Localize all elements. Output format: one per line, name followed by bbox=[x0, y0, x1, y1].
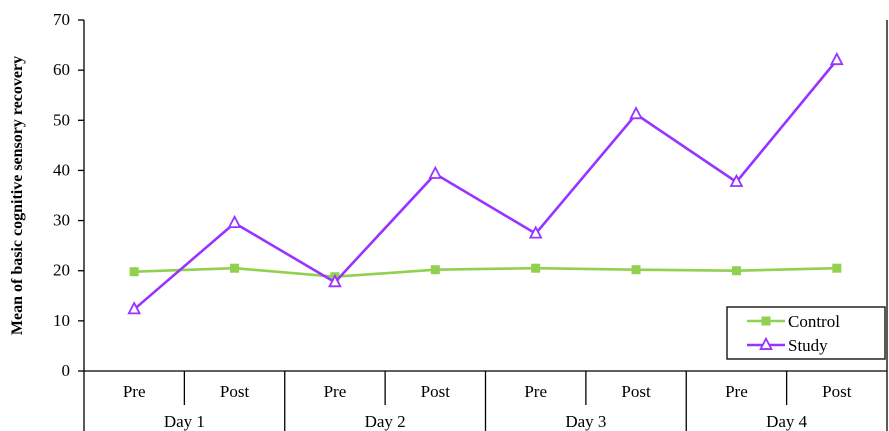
legend-label: Control bbox=[788, 312, 840, 331]
group-label: Day 2 bbox=[365, 412, 406, 431]
y-tick-label: 60 bbox=[53, 60, 70, 79]
legend-box bbox=[726, 306, 886, 360]
category-label: Post bbox=[621, 382, 651, 401]
data-point bbox=[528, 225, 543, 239]
legend-marker bbox=[761, 316, 771, 326]
legend: Control Study bbox=[726, 306, 886, 360]
legend-label: Study bbox=[788, 336, 828, 355]
y-tick-label: 10 bbox=[53, 311, 70, 330]
category-label: Post bbox=[421, 382, 451, 401]
category-label: Post bbox=[220, 382, 250, 401]
data-point bbox=[129, 267, 139, 277]
data-point bbox=[127, 301, 142, 315]
category-label: Pre bbox=[123, 382, 146, 401]
category-axis-table: Pre Post Pre Post Pre Post Pre Post Day 1 Day 2 Da… bbox=[83, 371, 888, 431]
data-point bbox=[227, 214, 242, 229]
category-label: Pre bbox=[725, 382, 748, 401]
y-tick-label: 40 bbox=[53, 160, 70, 179]
legend-marker bbox=[759, 336, 773, 350]
data-point bbox=[430, 265, 440, 275]
data-point bbox=[832, 263, 842, 273]
data-point bbox=[731, 266, 741, 276]
y-axis-label: Mean of basic cognitive sensory recovery bbox=[9, 56, 26, 335]
data-point bbox=[328, 274, 342, 288]
group-label: Day 3 bbox=[565, 412, 606, 431]
series-line-study bbox=[133, 59, 838, 311]
group-label: Day 4 bbox=[766, 412, 808, 431]
y-tick-label: 50 bbox=[53, 110, 70, 129]
y-tick-label: 30 bbox=[53, 211, 70, 230]
category-label: Post bbox=[822, 382, 852, 401]
y-tick-label: 70 bbox=[53, 10, 70, 29]
data-point bbox=[230, 263, 240, 273]
y-tick-label: 20 bbox=[53, 261, 70, 280]
data-point bbox=[531, 263, 541, 273]
data-point bbox=[629, 106, 643, 120]
data-point bbox=[428, 165, 443, 179]
series-lines bbox=[127, 51, 844, 315]
category-label: Pre bbox=[524, 382, 547, 401]
y-tick-labels: 0 10 20 30 40 50 60 70 bbox=[53, 10, 70, 380]
series-line-control bbox=[134, 266, 837, 279]
category-label: Pre bbox=[324, 382, 347, 401]
data-point bbox=[729, 173, 744, 187]
y-tick-label: 0 bbox=[62, 361, 71, 380]
data-point bbox=[631, 265, 641, 275]
data-point bbox=[829, 51, 844, 66]
group-label: Day 1 bbox=[164, 412, 205, 431]
